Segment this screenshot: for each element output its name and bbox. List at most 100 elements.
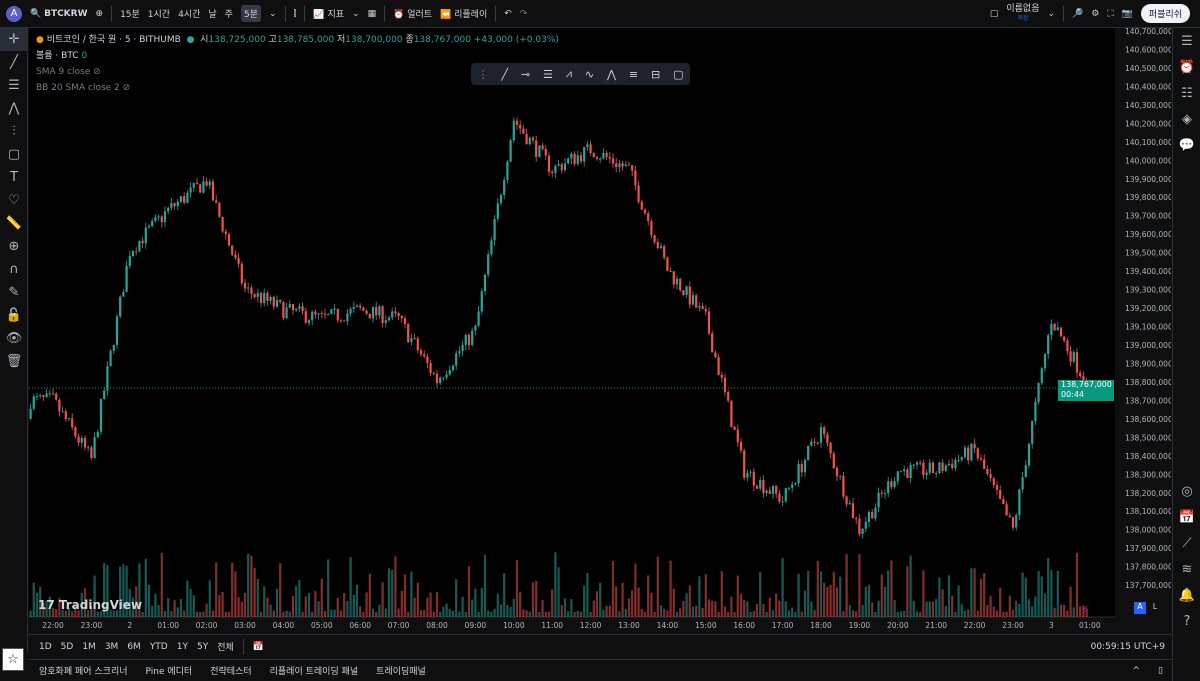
redo-icon[interactable]: ↷ (519, 8, 528, 19)
interval-5m[interactable]: 5분 (240, 5, 261, 22)
range-3m[interactable]: 3M (104, 641, 119, 652)
candle-body (647, 213, 650, 222)
range-1y[interactable]: 1Y (176, 641, 188, 652)
price-axis[interactable] (1115, 28, 1171, 634)
range-5d[interactable]: 5D (60, 641, 74, 652)
parallel-channel-icon[interactable]: ☰ (542, 67, 553, 81)
calendar-icon[interactable]: 📅 (252, 641, 264, 652)
indicators-button[interactable]: 📈 지표 (313, 10, 345, 20)
alarm-icon[interactable]: ⏰ (1178, 59, 1196, 75)
chat-icon[interactable]: 💬 (1178, 137, 1196, 153)
tab-replay-panel[interactable]: 리플레이 트레이딩 패널 (269, 667, 359, 677)
symbol-search[interactable]: 🔍 BTCKRW (30, 8, 88, 19)
crosshair-icon[interactable]: ✛ (0, 28, 28, 51)
avatar[interactable]: A (6, 5, 22, 22)
fullscreen-icon[interactable]: ⛶ (1107, 8, 1114, 19)
candle-body (227, 234, 231, 246)
bell-icon[interactable]: 🔔 (1178, 587, 1196, 603)
candle-body (765, 490, 768, 494)
ruler-icon[interactable]: 📏 (5, 216, 23, 231)
candle-type-icon[interactable]: ⫿ (293, 8, 297, 19)
fib-icon[interactable]: ≡ (628, 67, 639, 81)
hidden-eye-icon[interactable]: ⊘ (93, 67, 101, 77)
volume-bar (595, 591, 599, 617)
interval-day[interactable]: 날 (208, 10, 217, 20)
prediction-icon[interactable]: ⫶ (12, 124, 16, 139)
interval-week[interactable]: 주 (224, 10, 233, 20)
position-icon[interactable]: ⊟ (650, 67, 661, 81)
calendar-icon[interactable]: 📅 (1178, 509, 1196, 525)
tab-screener[interactable]: 암호화폐 페어 스크리너 (39, 667, 128, 677)
alert-button[interactable]: ⏰ 얼러트 (393, 10, 433, 20)
range-all[interactable]: 전체 (217, 643, 234, 653)
range-1m[interactable]: 1M (82, 641, 96, 652)
trend-line-icon[interactable]: ╱ (501, 67, 508, 81)
tab-pine-editor[interactable]: Pine 에디터 (145, 667, 193, 677)
chevron-down-icon[interactable]: ⌄ (352, 8, 360, 19)
lightning-icon[interactable]: ⚡ (1082, 603, 1090, 616)
zoom-in-icon[interactable]: ⊕ (8, 239, 20, 254)
candle-body (755, 485, 759, 489)
drag-handle-icon[interactable]: ⋮ (477, 67, 489, 81)
replay-button[interactable]: ⏪ 리플레이 (440, 10, 488, 20)
templates-icon[interactable]: ▦ (367, 8, 377, 19)
range-ytd[interactable]: YTD (149, 641, 168, 652)
interval-4h[interactable]: 4시간 (178, 10, 201, 20)
watchlist-icon[interactable]: ☰ (1181, 33, 1193, 49)
clock[interactable]: 00:59:15 UTC+9 (1090, 641, 1165, 652)
layout-icon[interactable]: ▢ (989, 8, 999, 19)
quick-search-icon[interactable]: 🔎 (1072, 8, 1084, 19)
watchlist-star-icon[interactable]: ☆ (2, 648, 24, 671)
eye-icon[interactable]: 👁 (5, 331, 23, 346)
shapes-icon[interactable]: ▢ (7, 147, 21, 162)
collapse-icon[interactable]: ^ (1132, 665, 1141, 676)
text-icon[interactable]: T (10, 170, 18, 185)
settings-icon[interactable]: ⚙ (1091, 8, 1100, 19)
hidden-eye-icon[interactable]: ⊘ (122, 83, 131, 93)
undo-icon[interactable]: ↶ (504, 8, 512, 19)
magnet-icon[interactable]: ∩ (9, 262, 19, 277)
horizontal-ray-icon[interactable]: ⊸ (520, 67, 531, 81)
rectangle-icon[interactable]: ▢ (673, 67, 684, 81)
chart-icon[interactable]: ⟋ (1182, 535, 1192, 551)
volume-legend[interactable]: 볼륨 · BTC (36, 51, 79, 61)
tab-strategy-tester[interactable]: 전략테스터 (210, 667, 252, 677)
trend-line-icon[interactable]: ╱ (10, 55, 18, 70)
lock-drawing-icon[interactable]: ✎ (8, 285, 20, 300)
fib-icon[interactable]: ☰ (8, 78, 20, 93)
trash-icon[interactable]: 🗑 (5, 354, 23, 369)
range-5y[interactable]: 5Y (196, 641, 209, 652)
help-icon[interactable]: ? (1183, 613, 1191, 629)
add-symbol-icon[interactable]: ⊕ (95, 8, 104, 19)
price-chart[interactable]: 140,700,000 140,600,000 140,500,000 140,400… (29, 28, 1171, 634)
target-icon[interactable]: ◎ (1181, 483, 1193, 499)
bb-legend[interactable]: BB 20 SMA close 2 (36, 83, 120, 93)
chevron-down-icon[interactable]: ⌄ (1047, 8, 1056, 19)
sma-legend[interactable]: SMA 9 close (36, 67, 91, 77)
interval-15m[interactable]: 15분 (120, 10, 140, 20)
candle-body (861, 528, 864, 535)
layout-name[interactable]: 이름없음 저장 (1006, 4, 1039, 23)
range-1d[interactable]: 1D (39, 641, 52, 652)
camera-icon[interactable]: 📷 (1121, 8, 1133, 19)
interval-1h[interactable]: 1시간 (147, 10, 171, 20)
pattern-icon[interactable]: ⩘ (565, 67, 572, 80)
layers-icon[interactable]: ◈ (1182, 111, 1192, 127)
pattern-icon[interactable]: ⋀ (8, 101, 20, 116)
data-window-icon[interactable]: ☷ (1181, 85, 1193, 101)
tab-trading-panel[interactable]: 트레이딩패널 (376, 667, 426, 677)
lock-icon[interactable]: 🔓 (5, 308, 23, 323)
auto-scale-button[interactable]: A (1134, 602, 1146, 614)
publish-button[interactable]: 퍼블리쉬 (1140, 4, 1190, 23)
volume-bar (243, 592, 247, 617)
range-6m[interactable]: 6M (127, 641, 141, 652)
rss-icon[interactable]: ≋ (1181, 561, 1193, 577)
volume-bar (275, 588, 279, 617)
elliott-wave-icon[interactable]: ∿ (584, 67, 595, 81)
chevron-down-icon[interactable]: ⌄ (268, 8, 277, 19)
heart-icon[interactable]: ♡ (8, 193, 20, 208)
maximize-icon[interactable]: ▯ (1158, 665, 1163, 676)
log-scale-button[interactable]: L (1152, 602, 1158, 611)
abcd-icon[interactable]: ⋀ (606, 67, 616, 81)
candle-body (368, 313, 371, 319)
